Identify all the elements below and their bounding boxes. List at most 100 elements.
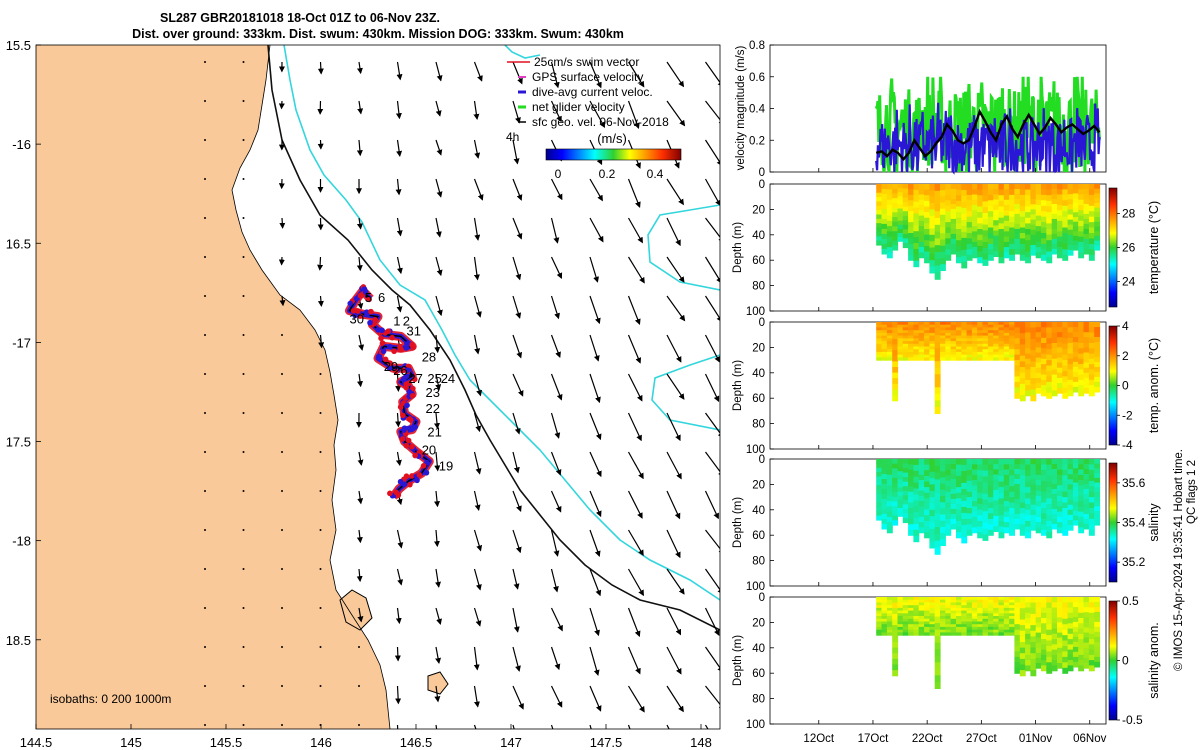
heatmap-cell [956, 532, 962, 539]
heatmap-cell [918, 189, 925, 196]
map-frame [35, 44, 721, 730]
heatmap-cell [924, 607, 930, 612]
heatmap-cell [934, 335, 941, 343]
heatmap-cell [1088, 200, 1095, 207]
heatmap-cell [881, 324, 888, 328]
heatmap-cell [1009, 518, 1015, 525]
heatmap-cell [1094, 202, 1101, 209]
heatmap-cell [1083, 377, 1090, 384]
track-sample-dot [403, 345, 410, 351]
heatmap-cell [913, 195, 920, 203]
heatmap-cell [1088, 524, 1095, 531]
heatmap-cell [956, 607, 962, 612]
heatmap-cell [918, 602, 925, 606]
heatmap-cell [1030, 602, 1037, 609]
heatmap-cell [1062, 640, 1069, 647]
heatmap-cell [918, 511, 925, 518]
heatmap-cell [934, 387, 941, 395]
heatmap-cell [1035, 602, 1042, 608]
surface-velocity-arrow [395, 100, 402, 120]
heatmap-cell [940, 251, 946, 259]
track-sample-dot [393, 489, 400, 496]
track-sample-dot [412, 424, 419, 430]
heatmap-cell [993, 515, 1000, 522]
heatmap-cell [971, 205, 978, 211]
heatmap-cell [876, 626, 883, 631]
heatmap-cell [918, 459, 925, 465]
heatmap-cell [876, 616, 883, 620]
heatmap-cell [1078, 527, 1085, 534]
heatmap-cell [1051, 513, 1058, 520]
heatmap-cell [892, 383, 899, 391]
heatmap-cell [945, 216, 952, 223]
heatmap-cell [886, 506, 893, 513]
heatmap-cell [982, 349, 989, 353]
heatmap-cell [892, 327, 899, 334]
heatmap-cell [1003, 332, 1010, 337]
heatmap-cell [977, 349, 984, 353]
isobath-1000m-east [651, 354, 720, 431]
heatmap-cell [1051, 618, 1058, 624]
heatmap-cell [1014, 243, 1021, 250]
heatmap-cell [902, 605, 909, 609]
heatmap-cell [971, 597, 978, 601]
heatmap-cell [1067, 327, 1074, 334]
heatmap-cell [961, 512, 968, 520]
heatmap-cell [876, 493, 883, 499]
heatmap-cell [1094, 515, 1101, 521]
heatmap-cell [902, 184, 909, 190]
heatmap-cell [1035, 527, 1042, 534]
heatmap-cell [1019, 625, 1026, 632]
heatmap-cell [1009, 189, 1015, 196]
heatmap-cell [1051, 488, 1058, 495]
heatmap-cell [1088, 644, 1095, 651]
heatmap-cell [1083, 218, 1090, 225]
heatmap-cell [1003, 490, 1010, 497]
heatmap-cell [892, 226, 899, 232]
lat-tick-label: 15.5 [6, 38, 31, 53]
heatmap-cell [913, 219, 920, 226]
heatmap-cell [1025, 184, 1031, 191]
heatmap-cell [892, 202, 899, 209]
track-sample-dot [410, 385, 416, 392]
heatmap-cell [993, 204, 1000, 211]
heatmap-cell [1035, 337, 1042, 343]
heatmap-cell [1019, 205, 1026, 212]
heatmap-cell [892, 361, 899, 368]
legend-swim-vector: 25cm/s swim vector [534, 55, 639, 69]
surface-velocity-arrow [666, 178, 684, 206]
heatmap-cell [987, 502, 994, 509]
heatmap-cell [1035, 231, 1042, 238]
heatmap-cell [982, 597, 989, 601]
surface-velocity-arrow [666, 685, 684, 713]
heatmap-cell [1051, 348, 1058, 355]
heatmap-cell [1046, 464, 1053, 471]
heatmap-cell [918, 613, 925, 617]
heatmap-cell [945, 607, 952, 612]
heatmap-cell [881, 346, 888, 350]
heatmap-cell [902, 211, 909, 217]
heatmap-cell [998, 504, 1005, 511]
heatmap-cell [1003, 324, 1010, 328]
heatmap-cell [1046, 613, 1053, 620]
heatmap-cell [993, 351, 1000, 356]
heatmap-cell [1078, 236, 1085, 243]
heatmap-cell [982, 499, 989, 506]
heatmap-cell [881, 218, 888, 225]
heatmap-cell [918, 205, 925, 211]
heatmap-cell [913, 327, 920, 331]
heatmap-cell [987, 249, 994, 256]
heatmap-cell [1062, 607, 1069, 614]
heatmap-cell [1035, 622, 1042, 629]
heatmap-cell [892, 501, 899, 507]
heatmap-cell [1094, 626, 1101, 633]
heatmap-cell [929, 624, 936, 628]
heatmap-cell [1094, 646, 1101, 653]
heatmap-cell [1019, 216, 1026, 223]
heatmap-cell [987, 338, 994, 342]
heatmap-cell [876, 346, 883, 350]
heatmap-cell [1083, 464, 1090, 470]
surface-velocity-arrow [396, 529, 404, 549]
heatmap-cell [1051, 208, 1058, 215]
heatmap-cell [913, 332, 920, 337]
